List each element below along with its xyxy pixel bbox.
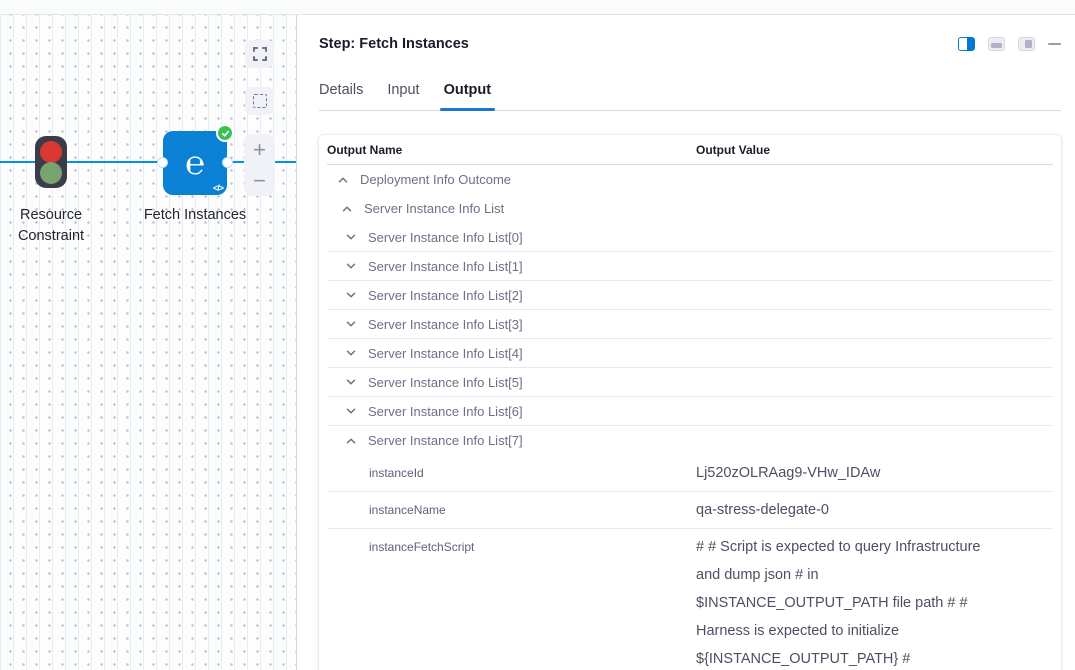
output-kv-row: instanceName qa-stress-delegate-0 <box>327 492 1053 529</box>
output-tree-row[interactable]: Deployment Info Outcome <box>327 165 1053 194</box>
chevron-up-icon[interactable] <box>344 434 358 448</box>
step-details-panel: Step: Fetch Instances Details Input Outp… <box>297 15 1075 670</box>
chevron-down-icon[interactable] <box>344 317 358 331</box>
output-value: qa-stress-delegate-0 <box>696 502 829 518</box>
output-tree-row[interactable]: Server Instance Info List[3] <box>327 310 1053 339</box>
panel-header: Step: Fetch Instances <box>319 15 1061 52</box>
fullscreen-icon <box>252 47 267 61</box>
output-tree-row[interactable]: Server Instance Info List[0] <box>327 223 1053 252</box>
output-table-card: Output Name Output Value Deployment Info… <box>319 135 1061 670</box>
tab-input[interactable]: Input <box>387 82 420 98</box>
output-tree-label: Server Instance Info List[2] <box>368 287 523 303</box>
output-tree-label: Server Instance Info List[5] <box>368 374 523 390</box>
split-view-right-icon[interactable] <box>958 37 975 51</box>
output-tree-row[interactable]: Server Instance Info List[6] <box>327 397 1053 426</box>
chevron-up-icon[interactable] <box>340 202 354 216</box>
panel-layout-controls <box>958 37 1061 51</box>
output-tree-label: Deployment Info Outcome <box>360 172 512 187</box>
output-tree-row[interactable]: Server Instance Info List[5] <box>327 368 1053 397</box>
red-light-icon <box>40 141 62 163</box>
output-table-header: Output Name Output Value <box>327 135 1053 165</box>
window-top-strip <box>0 0 1075 15</box>
output-tree-row[interactable]: Server Instance Info List[7] <box>327 426 1053 455</box>
resource-constraint-label: Resource Constraint <box>17 207 85 244</box>
output-tree-label: Server Instance Info List <box>364 201 505 216</box>
chevron-down-icon[interactable] <box>344 375 358 389</box>
panel-title: Step: Fetch Instances <box>319 36 469 52</box>
output-tree-row[interactable]: Server Instance Info List[1] <box>327 252 1053 281</box>
marquee-select-button[interactable] <box>245 87 274 115</box>
pipeline-connection-line <box>0 161 296 163</box>
output-tree-row[interactable]: Server Instance Info List[2] <box>327 281 1053 310</box>
output-tree-label: Server Instance Info List[7] <box>368 433 523 448</box>
output-rows: Deployment Info Outcome Server Instance I… <box>327 165 1053 670</box>
code-icon: </> <box>212 183 224 193</box>
green-light-icon <box>40 162 62 184</box>
output-tree-row[interactable]: Server Instance Info List <box>327 194 1053 223</box>
output-tree-label: Server Instance Info List[6] <box>368 403 523 419</box>
pipeline-canvas[interactable]: Resource Constraint ℮ </> Fetch Instance… <box>0 15 297 670</box>
success-check-icon <box>216 124 234 142</box>
zoom-controls: + − <box>244 134 275 196</box>
connector-dot-left[interactable] <box>157 157 168 168</box>
output-value: Lj520zOLRAag9-VHw_IDAw <box>696 465 881 481</box>
zoom-out-button[interactable]: − <box>253 167 266 193</box>
zoom-in-button[interactable]: + <box>253 136 266 162</box>
output-key: instanceId <box>369 466 424 480</box>
tab-output[interactable]: Output <box>439 82 495 111</box>
resource-constraint-node[interactable] <box>35 136 67 188</box>
connector-dot-right[interactable] <box>222 157 233 168</box>
output-tree-label: Server Instance Info List[3] <box>368 316 523 332</box>
output-kv-row: instanceFetchScript # # Script is expecte… <box>327 529 1053 670</box>
chevron-down-icon[interactable] <box>344 288 358 302</box>
output-value: # # Script is expected to query Infrastr… <box>696 539 981 667</box>
custom-deployment-icon: ℮ <box>185 144 205 181</box>
output-kv-row: instanceId Lj520zOLRAag9-VHw_IDAw <box>327 455 1053 492</box>
chevron-down-icon[interactable] <box>344 230 358 244</box>
chevron-down-icon[interactable] <box>344 404 358 418</box>
minimize-icon[interactable] <box>1048 42 1061 46</box>
output-tree-label: Server Instance Info List[4] <box>368 345 523 361</box>
marquee-selection-icon <box>252 94 267 108</box>
bottom-panel-icon[interactable] <box>988 37 1005 51</box>
right-panel-icon[interactable] <box>1018 37 1035 51</box>
fullscreen-button[interactable] <box>245 40 274 68</box>
column-output-value: Output Value <box>696 142 771 157</box>
step-tabs: Details Input Output <box>319 82 1061 111</box>
column-output-name: Output Name <box>327 142 403 157</box>
output-key: instanceName <box>369 503 446 517</box>
output-tree-row[interactable]: Server Instance Info List[4] <box>327 339 1053 368</box>
output-tree-label: Server Instance Info List[0] <box>368 229 523 245</box>
output-tree-label: Server Instance Info List[1] <box>368 258 523 274</box>
chevron-down-icon[interactable] <box>344 259 358 273</box>
fetch-instances-node[interactable]: ℮ </> <box>157 124 234 195</box>
fetch-instances-label: Fetch Instances <box>143 207 247 223</box>
chevron-up-icon[interactable] <box>336 173 350 187</box>
output-key: instanceFetchScript <box>369 540 475 554</box>
chevron-down-icon[interactable] <box>344 346 358 360</box>
tab-details[interactable]: Details <box>319 82 364 98</box>
